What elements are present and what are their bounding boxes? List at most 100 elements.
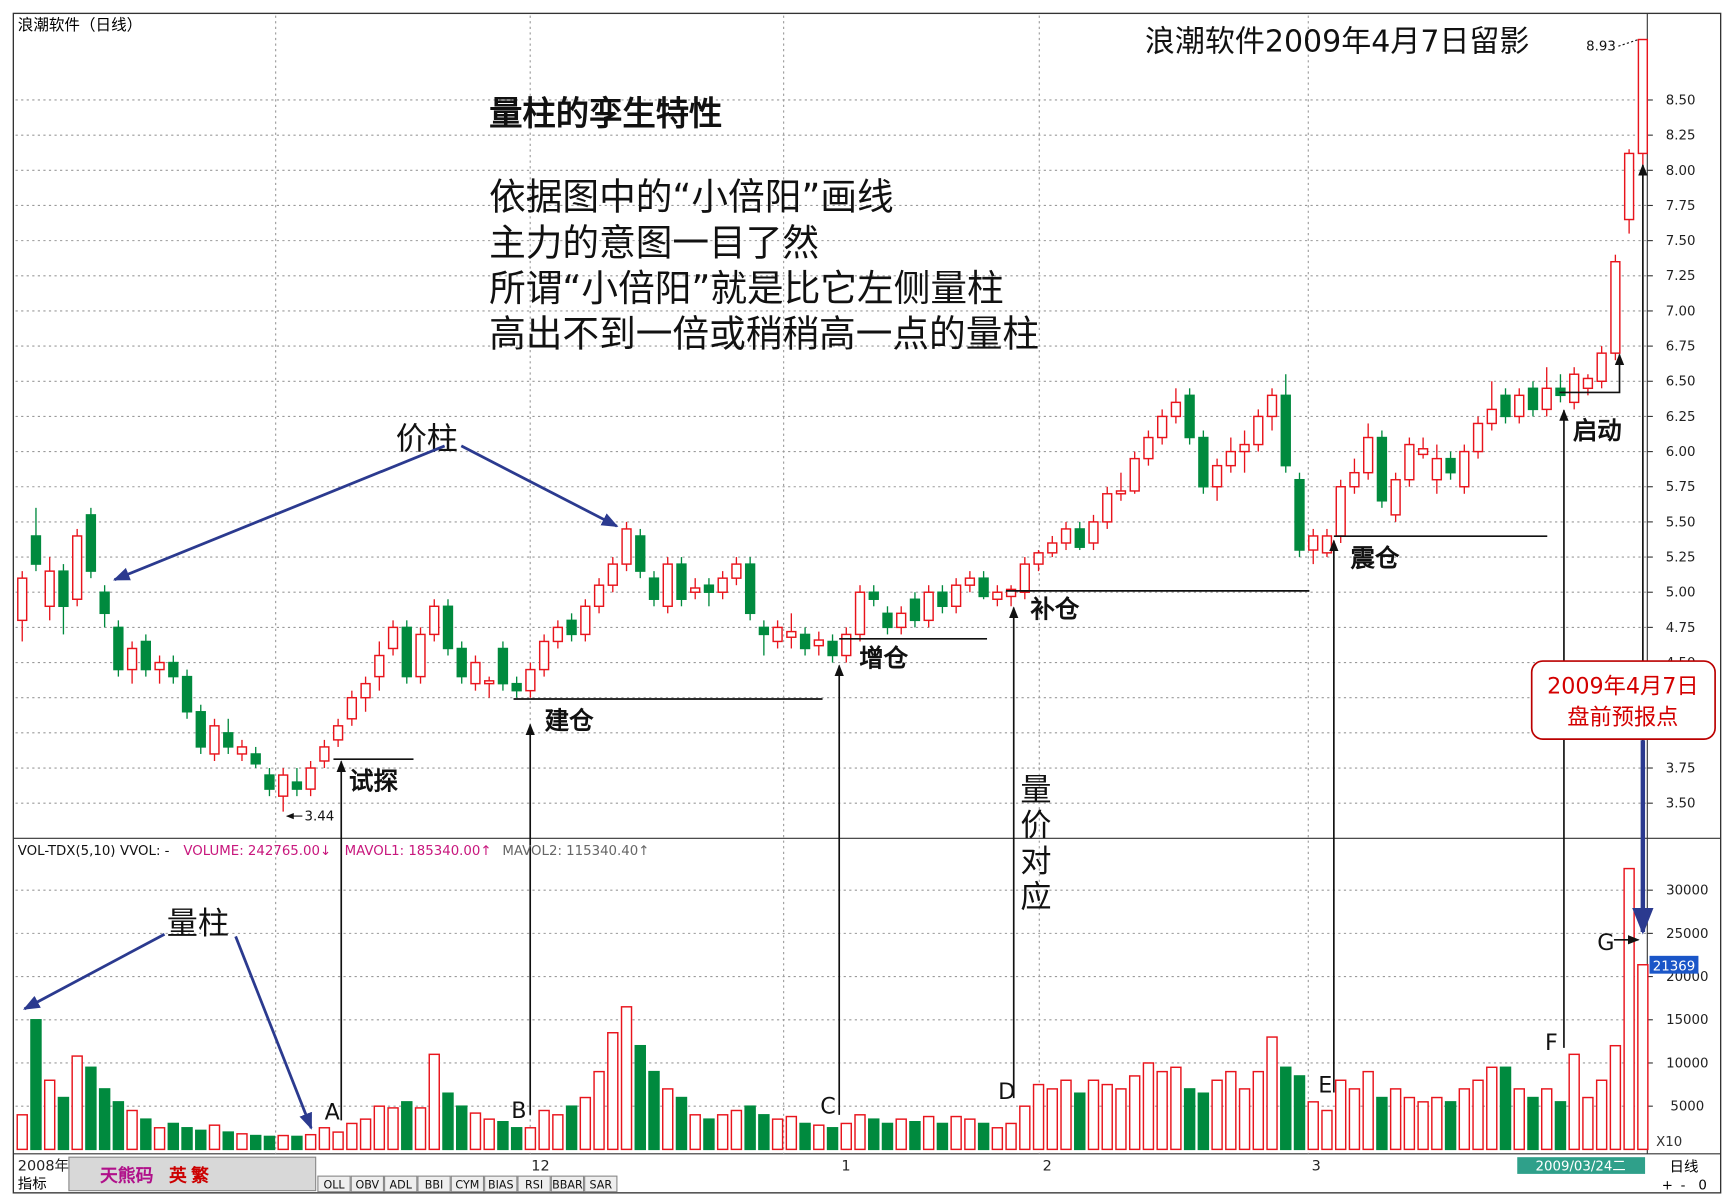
candle-body (868, 591, 879, 600)
candle-body (1170, 401, 1182, 418)
y2-tick-label: 20000 (1666, 970, 1708, 985)
stage-label: 建仓 (545, 706, 594, 735)
text-line: 高出不到一倍或稍稍高一点的量柱 (489, 313, 1039, 356)
volume-bar (1101, 1083, 1113, 1151)
period[interactable]: 日线 (1670, 1159, 1699, 1176)
chart-title: 浪潮软件（日线） (18, 16, 142, 34)
candle-body (126, 647, 138, 671)
candle-body (717, 577, 728, 593)
candle-body (291, 781, 303, 790)
tab (450, 1175, 485, 1193)
volume-bar (1211, 1079, 1223, 1151)
tab (384, 1175, 418, 1193)
volume-bar (1307, 1101, 1319, 1151)
volume-bar (1183, 1088, 1196, 1151)
toolbar-text[interactable]: 繁 (190, 1165, 209, 1187)
candle-body (497, 647, 509, 685)
volume-bar (57, 1096, 70, 1151)
volume-bar (483, 1118, 495, 1151)
y-tick-label: 8.50 (1666, 93, 1696, 108)
volume-bar (579, 1096, 592, 1151)
toolbar-text[interactable]: 英 (169, 1165, 187, 1187)
candle-body (374, 654, 385, 678)
candle-body (30, 535, 42, 565)
volume-bar (689, 1114, 701, 1151)
candle-body (154, 661, 165, 671)
volume-bar (126, 1109, 138, 1151)
volume-bar (1472, 1079, 1484, 1151)
candle-body (909, 598, 921, 622)
candle-body (1074, 528, 1085, 548)
stage-label: 启动 (1573, 416, 1622, 445)
volume-bar (277, 1134, 289, 1151)
vertical-note: 价 (1020, 808, 1051, 844)
arrow (234, 935, 313, 1130)
callout-text: 2009年4月7日 (1547, 673, 1698, 699)
volume-bar (1128, 1075, 1141, 1151)
tab-label[interactable]: OLL (323, 1178, 345, 1191)
x-tick-label: 2 (1043, 1159, 1052, 1175)
candle-body (566, 619, 577, 636)
y-tick-label: 7.00 (1666, 304, 1696, 319)
volume-header: MAVOL2: 115340.40↑ (502, 844, 649, 859)
candle-body (923, 591, 934, 622)
volume-bar (1417, 1101, 1429, 1151)
toolbar-text[interactable]: 指标 (18, 1175, 47, 1192)
y2-tick-label: 15000 (1666, 1013, 1708, 1028)
candle-body (1376, 436, 1388, 502)
volume-bar (263, 1135, 276, 1151)
candle-body (1239, 443, 1250, 453)
tab-label[interactable]: CYM (455, 1178, 479, 1191)
candle-body (635, 535, 646, 572)
zoom-button[interactable]: 0 (1698, 1178, 1706, 1193)
tab-label[interactable]: ADL (390, 1178, 413, 1191)
volume-bar (524, 1127, 537, 1151)
y-tick-label: 5.75 (1666, 480, 1696, 495)
volume-bar (895, 1118, 907, 1151)
candle-body (538, 640, 550, 671)
candle-body (456, 647, 467, 678)
candle-body (1363, 436, 1374, 474)
y-tick-label: 6.00 (1666, 445, 1696, 460)
candle-body (1294, 478, 1305, 551)
zoom-button[interactable]: - (1681, 1178, 1686, 1193)
candle-body (140, 640, 152, 671)
volume-bar (497, 1121, 509, 1151)
toolbar-text[interactable]: 天熊码 (100, 1165, 154, 1187)
tab-label[interactable]: BBAR (552, 1178, 583, 1191)
candle-body (58, 570, 69, 608)
volume-bar (43, 1079, 56, 1151)
candle-body (1198, 436, 1209, 488)
candle-body (1019, 563, 1030, 593)
text-line: 依据图中的“小倍阳”画线 (489, 176, 894, 219)
candle-body (1088, 521, 1099, 544)
point-label: C (820, 1094, 836, 1120)
y-tick-label: 3.75 (1666, 761, 1696, 776)
volume-bar (703, 1118, 715, 1151)
volume-bar (1060, 1079, 1072, 1151)
volume-bar (771, 1118, 784, 1151)
zoom-button[interactable]: + (1662, 1178, 1673, 1193)
volume-bar (1554, 1101, 1567, 1151)
tab-label[interactable]: OBV (356, 1178, 380, 1191)
tab-label[interactable]: RSI (525, 1178, 543, 1191)
candle-body (113, 626, 124, 671)
volume-bar (236, 1133, 248, 1151)
tab-label[interactable]: BIAS (488, 1178, 514, 1191)
volume-bar (469, 1112, 482, 1151)
volume-bar (538, 1109, 550, 1151)
volume-bar (1087, 1079, 1100, 1151)
x-tick-label: 3 (1312, 1159, 1321, 1175)
tab (484, 1175, 518, 1193)
candle-body (744, 563, 756, 615)
volume-bar (1540, 1088, 1553, 1151)
candle-body (85, 514, 97, 572)
tab-label[interactable]: SAR (589, 1178, 612, 1191)
tab-label[interactable]: BBI (425, 1178, 444, 1191)
high-leader (1618, 38, 1639, 47)
text-line: 所谓“小倍阳”就是比它左侧量柱 (489, 267, 1004, 310)
y-tick-label: 6.75 (1666, 340, 1696, 355)
y-tick-label: 7.25 (1666, 269, 1696, 284)
volume-bar-label: 量柱 (167, 906, 229, 942)
candle-body (1143, 436, 1154, 460)
